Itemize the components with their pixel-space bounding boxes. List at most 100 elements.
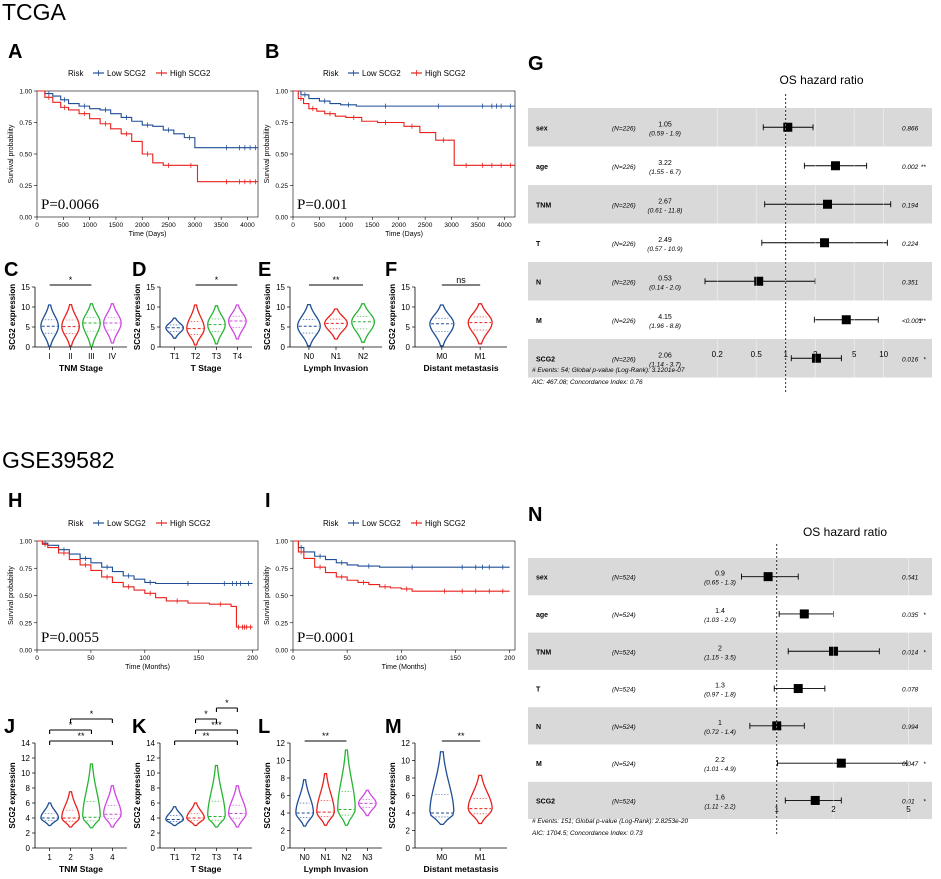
x-tick-label: 0 (35, 655, 39, 662)
y-tick-label: 5 (26, 323, 31, 332)
panel-label-M: M (385, 716, 402, 738)
y-tick-label: 6 (281, 792, 286, 801)
y-tick-label: 0 (281, 844, 286, 853)
hr-point (783, 123, 792, 132)
y-tick-label: 0.00 (19, 215, 32, 222)
row-variable: N (536, 724, 541, 731)
x-tick-label: 500 (58, 222, 69, 229)
x-tick-label: N3 (362, 853, 373, 862)
x-tick-label: III (88, 352, 95, 361)
y-tick-label: 0.75 (275, 120, 288, 127)
panel-label-E: E (258, 259, 271, 281)
legend-label-0: Low SCG2 (107, 69, 146, 78)
y-tick-label: 0 (281, 343, 286, 352)
km-curve-low (37, 91, 258, 148)
row-hr: 2.2 (715, 757, 725, 764)
y-tick-label: 0.50 (275, 152, 288, 159)
x-tick-label: N1 (331, 352, 342, 361)
x-axis-label: Distant metastasis (423, 363, 498, 373)
y-tick-label: 10 (146, 303, 155, 312)
y-tick-label: 2 (281, 827, 286, 836)
y-tick-label: 2 (406, 827, 411, 836)
y-axis-label: SCG2 expression (8, 284, 17, 350)
legend-label-0: Low SCG2 (362, 69, 401, 78)
row-p-value: 0.078 (902, 687, 919, 694)
violin-M0 (430, 305, 454, 346)
significance-label: ** (202, 731, 210, 741)
x-axis-label: Time (Months) (125, 664, 170, 671)
row-n: (N=524) (612, 798, 636, 805)
row-p-value: 0.014 (902, 649, 919, 656)
row-variable: M (536, 318, 542, 325)
forest-title: OS hazard ratio (779, 73, 863, 87)
x-tick-label: 3000 (444, 222, 459, 229)
x-tick-label: T3 (212, 853, 222, 862)
significance-label: * (90, 709, 94, 719)
y-tick-label: 0 (26, 844, 31, 853)
violin-N0 (298, 305, 321, 346)
row-hr: 2.49 (658, 237, 672, 244)
x-tick-label: 0.5 (751, 350, 763, 359)
row-significance: ** (921, 164, 927, 171)
x-tick-label: 500 (314, 222, 325, 229)
y-tick-label: 1.00 (275, 89, 288, 96)
row-band (528, 782, 932, 819)
panel-label-B: B (265, 41, 279, 63)
km-curve-high (293, 91, 515, 165)
row-band (528, 558, 932, 595)
panel-label-F: F (385, 259, 397, 281)
y-tick-label: 1.00 (275, 539, 288, 546)
x-tick-label: M1 (475, 352, 487, 361)
x-tick-label: 4000 (240, 222, 255, 229)
hr-point (842, 315, 851, 324)
violin-panel-E: 051015SCG2 expressionLymph InvasionN0 N1 N… (263, 275, 382, 373)
x-tick-label: 0 (291, 222, 295, 229)
legend-label-1: High SCG2 (170, 69, 211, 78)
panel-label-I: I (265, 490, 271, 512)
y-tick-label: 10 (146, 769, 155, 778)
violin-panel-J: 02468101214SCG2 expressionTNM Stage1 2 3 4*… (8, 709, 127, 874)
y-tick-label: 0.25 (19, 620, 32, 627)
violin-M1 (468, 775, 492, 823)
hr-point (811, 796, 820, 805)
x-tick-label: T1 (170, 853, 180, 862)
violin-panel-M: 024681012SCG2 expressionDistant metastas… (388, 731, 507, 874)
row-p-value: 0.016 (902, 356, 919, 363)
row-n: (N=226) (612, 164, 636, 171)
y-tick-label: 1.00 (19, 539, 32, 546)
hr-point (823, 200, 832, 209)
row-n: (N=226) (612, 279, 636, 286)
x-tick-label: IV (109, 352, 117, 361)
y-tick-label: 0.25 (19, 183, 32, 190)
footer-text: AIC: 1704.5; Concordance Index: 0.73 (531, 830, 643, 837)
x-tick-label: 1500 (365, 222, 380, 229)
x-tick-label: N0 (304, 352, 315, 361)
y-axis-label: SCG2 expression (388, 762, 397, 828)
panel-label-C: C (4, 259, 18, 281)
violin-2 (62, 792, 80, 827)
significance-label: * (215, 275, 219, 285)
footer-text: AIC: 467.08; Concordance Index: 0.76 (531, 379, 643, 386)
row-variable: TNM (536, 202, 551, 209)
km-curve-low (293, 91, 515, 106)
x-tick-label: 150 (450, 655, 461, 662)
legend-label-1: High SCG2 (425, 69, 466, 78)
y-tick-label: 10 (276, 757, 285, 766)
panel-label-L: L (258, 716, 270, 738)
y-tick-label: 8 (26, 784, 31, 793)
x-tick-label: 5 (852, 350, 857, 359)
row-p-value: 0.002 (902, 164, 919, 171)
x-tick-label: 1500 (109, 222, 124, 229)
y-tick-label: 5 (406, 323, 411, 332)
significance-label: ** (322, 731, 330, 741)
row-hr: 0.9 (715, 571, 725, 578)
row-n: (N=226) (612, 202, 636, 209)
violin-T3 (208, 766, 226, 828)
row-hr: 1.4 (715, 608, 725, 615)
section-title-gse39582: GSE39582 (2, 447, 115, 473)
row-hr: 1.6 (715, 794, 725, 801)
y-tick-label: 14 (146, 739, 155, 748)
y-tick-label: 4 (406, 809, 411, 818)
y-tick-label: 4 (281, 809, 286, 818)
